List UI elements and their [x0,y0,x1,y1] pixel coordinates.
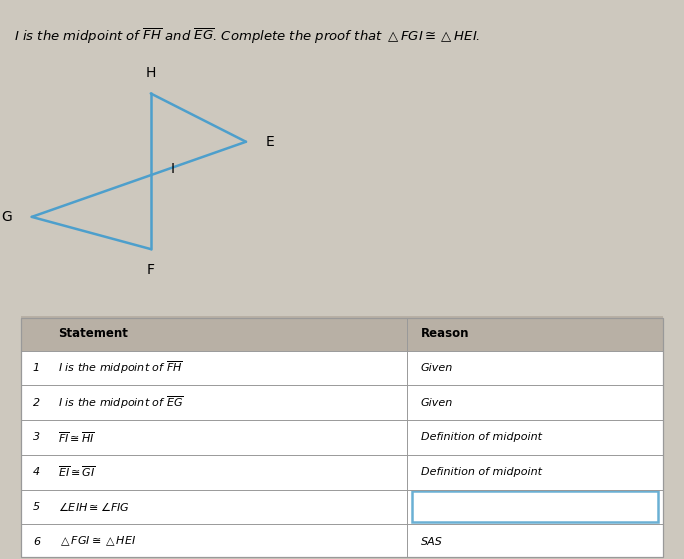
Text: Definition of midpoint: Definition of midpoint [421,467,542,477]
Text: $\angle EIH \cong \angle FIG$: $\angle EIH \cong \angle FIG$ [58,500,130,513]
Text: Statement: Statement [58,326,128,340]
Text: 4: 4 [33,467,40,477]
Text: 2: 2 [33,397,40,408]
Text: 1: 1 [33,363,40,373]
FancyBboxPatch shape [412,491,658,522]
Text: $\overline{FI} \cong \overline{HI}$: $\overline{FI} \cong \overline{HI}$ [58,430,95,445]
Text: I is the midpoint of $\overline{EG}$: I is the midpoint of $\overline{EG}$ [58,394,184,411]
Text: I: I [170,162,174,176]
Text: Given: Given [421,363,453,373]
Text: G: G [1,210,12,224]
Text: 3: 3 [33,433,40,442]
Text: Given: Given [421,397,453,408]
Text: $\overline{EI} \cong \overline{GI}$: $\overline{EI} \cong \overline{GI}$ [58,465,96,480]
Text: Reason: Reason [421,326,469,340]
Text: 5: 5 [33,502,40,512]
Text: $\triangle FGI \cong \triangle HEI$: $\triangle FGI \cong \triangle HEI$ [58,535,136,548]
Text: 6: 6 [33,537,40,547]
Text: $I$ is the midpoint of $\overline{FH}$ and $\overline{EG}$. Complete the proof t: $I$ is the midpoint of $\overline{FH}$ a… [14,26,480,46]
Text: I is the midpoint of $\overline{FH}$: I is the midpoint of $\overline{FH}$ [58,359,183,376]
Bar [21,316,663,350]
Text: F: F [147,263,155,277]
Text: Definition of midpoint: Definition of midpoint [421,433,542,442]
Text: E: E [266,135,274,149]
Text: SAS: SAS [421,537,443,547]
Text: H: H [146,66,156,80]
